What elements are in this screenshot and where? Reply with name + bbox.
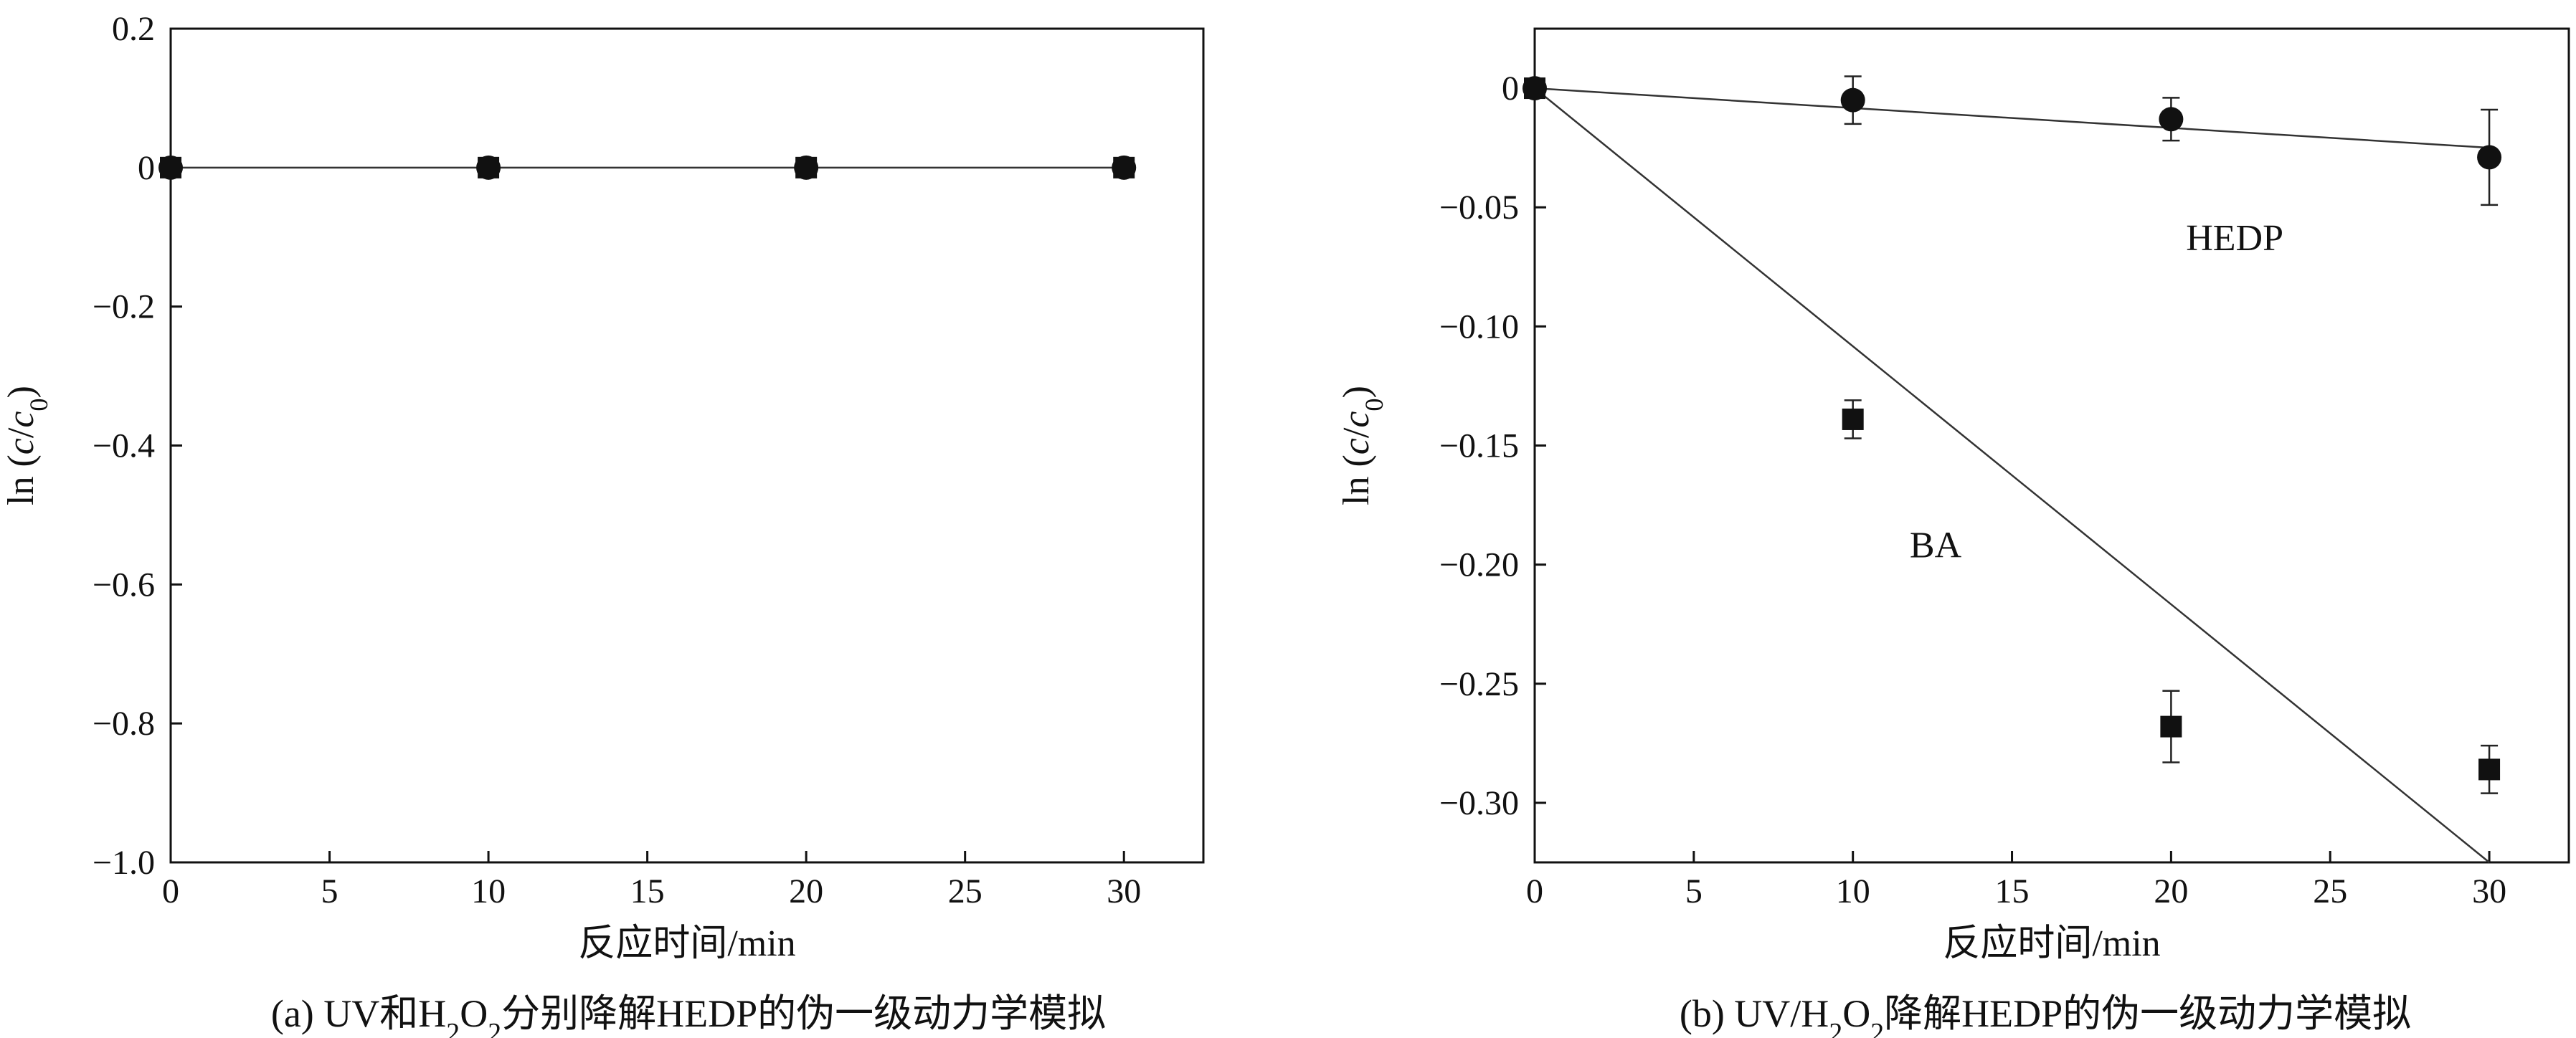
y-tick-label: −0.25 xyxy=(1439,665,1519,703)
y-tick-label: −0.10 xyxy=(1439,308,1519,346)
y-tick-label: −1.0 xyxy=(93,844,155,882)
x-tick-label: 15 xyxy=(630,872,665,910)
y-tick-label: −0.30 xyxy=(1439,784,1519,822)
ba-fit-line xyxy=(1534,87,2490,863)
y-tick-label: 0 xyxy=(138,149,155,187)
y-axis-title-group: ln (c/c0) xyxy=(1336,386,1388,505)
y-tick-label: −0.2 xyxy=(93,288,155,326)
panel-a-chart: 0 5 10 15 20 25 30 0.2 0 −0.2 −0.4 −0.6 −0.8 −1.0 反应时间… xyxy=(1,10,1205,1038)
x-tick-label: 10 xyxy=(471,872,506,910)
y-tick-label: 0 xyxy=(1502,70,1519,108)
x-tick-label: 15 xyxy=(1995,872,2030,910)
y-axis-title: ln (c/c0) xyxy=(1336,386,1388,505)
y-tick-label: 0.2 xyxy=(112,10,155,48)
plot-frame xyxy=(169,27,1205,864)
hedp-fit-line xyxy=(1534,87,2490,149)
x-tick-label: 20 xyxy=(789,872,823,910)
x-tick-label: 10 xyxy=(1836,872,1870,910)
data-point-circle xyxy=(794,155,819,180)
x-tick-label: 5 xyxy=(321,872,338,910)
data-point-square xyxy=(2160,715,2182,738)
x-tick-label: 5 xyxy=(1685,872,1703,910)
series-annotation: HEDP xyxy=(2186,218,2283,259)
y-axis-title: ln (c/c0) xyxy=(1,386,53,505)
y-tick-label: −0.8 xyxy=(93,705,155,743)
x-tick-label: 0 xyxy=(1526,872,1543,910)
data-point-square xyxy=(1524,77,1545,100)
y-tick-label: −0.20 xyxy=(1439,546,1519,584)
panel-caption: (b) UV/H2O2降解HEDP的伪一级动力学模拟 xyxy=(1680,992,2411,1038)
x-tick-label: 25 xyxy=(2313,872,2347,910)
data-point-circle xyxy=(2159,107,2184,132)
data-point-square xyxy=(1842,408,1864,430)
y-tick-label: −0.6 xyxy=(93,566,155,604)
x-tick-label: 0 xyxy=(162,872,179,910)
y-tick-label: −0.05 xyxy=(1439,189,1519,227)
data-point-circle xyxy=(158,155,183,180)
panel-b-chart: 0 5 10 15 20 25 30 0 −0.05 −0.10 −0.15 −0.20 −0.25 −0… xyxy=(1336,27,2570,1038)
x-tick-label: 25 xyxy=(948,872,982,910)
data-point-circle xyxy=(476,155,501,180)
data-point-circle xyxy=(1112,155,1137,180)
x-axis-title: 反应时间/min xyxy=(578,923,795,964)
data-point-circle xyxy=(2477,145,2502,170)
plot-frame xyxy=(1533,27,2570,864)
x-axis-title: 反应时间/min xyxy=(1943,923,2160,964)
data-point-square xyxy=(2478,758,2501,781)
y-axis-title-group: ln (c/c0) xyxy=(1,386,53,505)
x-tick-label: 30 xyxy=(2472,872,2506,910)
y-tick-label: −0.15 xyxy=(1439,427,1519,465)
y-tick-label: −0.4 xyxy=(93,427,155,465)
panel-caption: (a) UV和H2O2分别降解HEDP的伪一级动力学模拟 xyxy=(271,992,1106,1038)
data-point-circle xyxy=(1840,87,1865,113)
series-annotation: BA xyxy=(1910,525,1962,566)
x-tick-label: 30 xyxy=(1107,872,1141,910)
x-tick-label: 20 xyxy=(2154,872,2188,910)
